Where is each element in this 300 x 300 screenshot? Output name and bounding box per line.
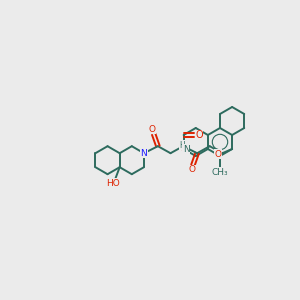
Text: HO: HO (106, 179, 120, 188)
Text: H: H (179, 141, 185, 150)
Text: O: O (189, 166, 196, 175)
Text: O: O (149, 125, 156, 134)
Text: O: O (195, 130, 203, 140)
Text: O: O (180, 145, 187, 154)
Text: O: O (215, 150, 222, 159)
Text: CH₃: CH₃ (212, 168, 228, 177)
Text: N: N (183, 145, 190, 154)
Text: N: N (140, 149, 147, 158)
